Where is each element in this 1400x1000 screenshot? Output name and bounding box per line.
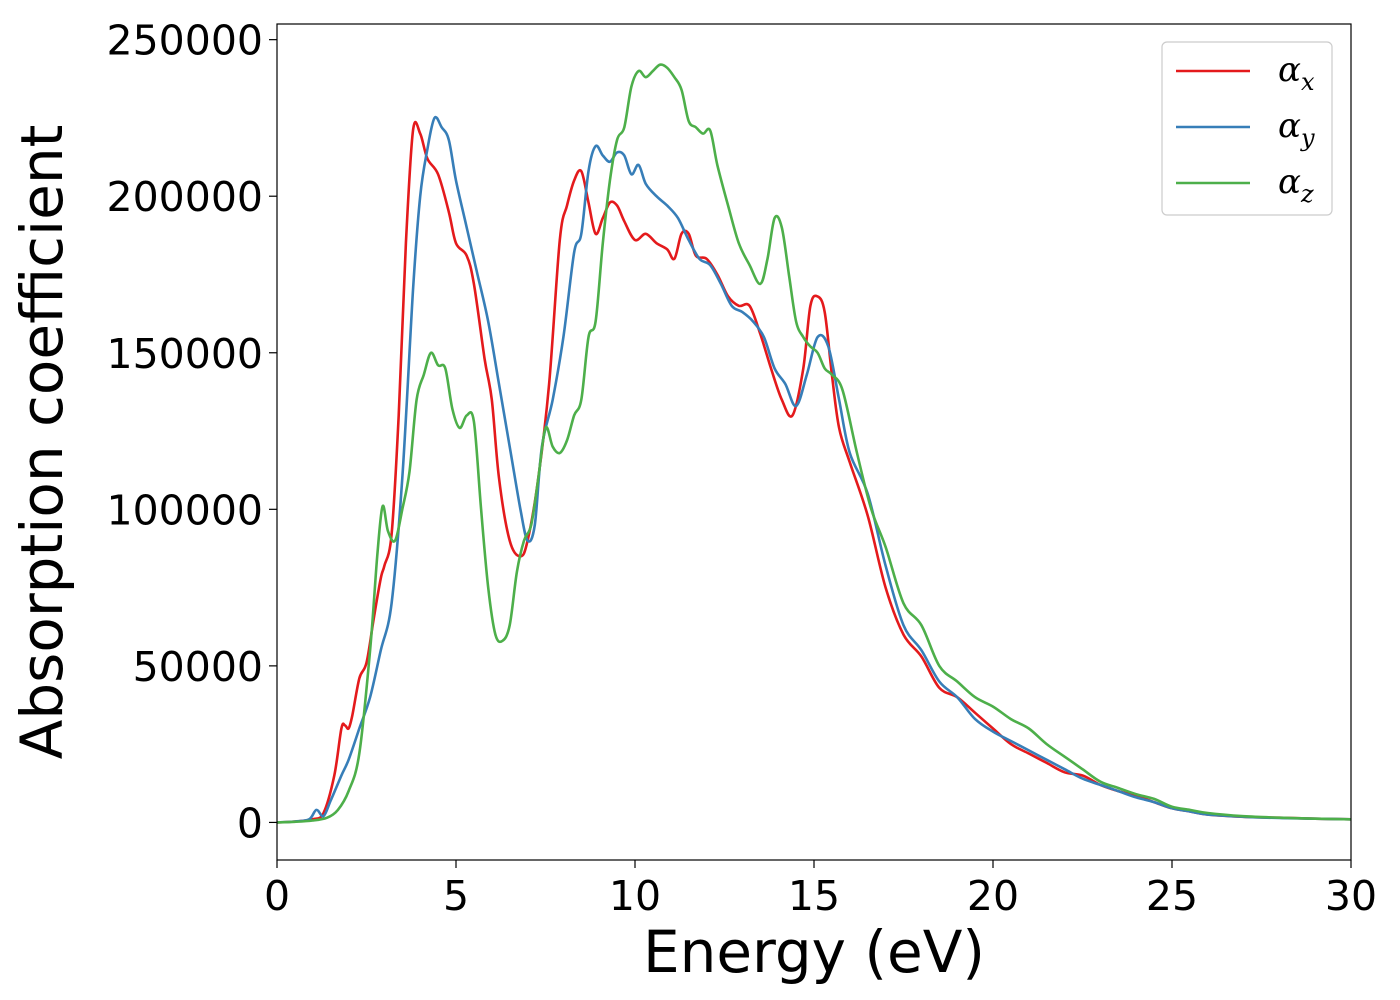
series-line-y [276, 115, 1352, 824]
x-axis-ticks: 0 5 10 15 20 25 30 [264, 860, 1377, 920]
x-tick-label: 15 [788, 872, 840, 920]
y-tick-label: 200000 [106, 173, 263, 221]
y-tick-label: 150000 [106, 330, 263, 378]
y-tick-label: 50000 [133, 643, 263, 691]
legend-label-x: αx [1278, 50, 1315, 96]
legend-label-y: αy [1278, 106, 1315, 152]
legend-box [1161, 41, 1333, 216]
x-tick-label: 0 [264, 872, 290, 920]
x-tick-label: 25 [1146, 872, 1198, 920]
y-tick-label: 250000 [106, 17, 263, 65]
x-axis-title: Energy (eV) [643, 918, 985, 986]
x-tick-label: 20 [967, 872, 1019, 920]
x-tick-label: 10 [609, 872, 661, 920]
series-layer [276, 63, 1352, 824]
y-axis-ticks: 0 50000 100000 150000 200000 250000 [106, 17, 277, 847]
x-tick-label: 5 [443, 872, 469, 920]
legend-items: αx αy αz [1176, 50, 1315, 208]
y-axis-title: Absorption coefficient [8, 125, 76, 760]
x-tick-label: 30 [1325, 872, 1377, 920]
legend-label-z: αz [1278, 162, 1314, 208]
y-tick-label: 0 [237, 799, 263, 847]
series-line-z [276, 63, 1352, 824]
legend: αx αy αz [1161, 41, 1333, 216]
y-tick-label: 100000 [106, 486, 263, 534]
